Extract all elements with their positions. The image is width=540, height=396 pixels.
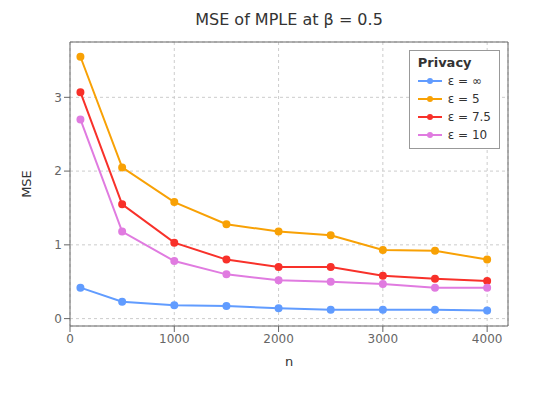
svg-text:MSE: MSE (19, 170, 34, 198)
html-text:ε = 10: ε = 10 (447, 128, 488, 142)
svg-text:n: n (285, 354, 293, 369)
svg-text:3: 3 (54, 91, 62, 105)
html-text:ε = 7.5: ε = 7.5 (447, 110, 491, 124)
html-text:ε = ∞: ε = ∞ (447, 74, 482, 88)
svg-text:2: 2 (54, 164, 62, 178)
svg-text:3000: 3000 (368, 332, 399, 346)
svg-text:2000: 2000 (263, 332, 294, 346)
svg-text:1: 1 (54, 238, 62, 252)
html-text:ε = 5: ε = 5 (447, 92, 480, 106)
svg-text:0: 0 (54, 312, 62, 326)
svg-text:1000: 1000 (159, 332, 190, 346)
svg-text:0: 0 (66, 332, 74, 346)
html-text:MSE of MPLE at β = 0.5: MSE of MPLE at β = 0.5 (195, 10, 383, 29)
html-text:Privacy: Privacy (417, 55, 472, 70)
svg-text:4000: 4000 (472, 332, 503, 346)
